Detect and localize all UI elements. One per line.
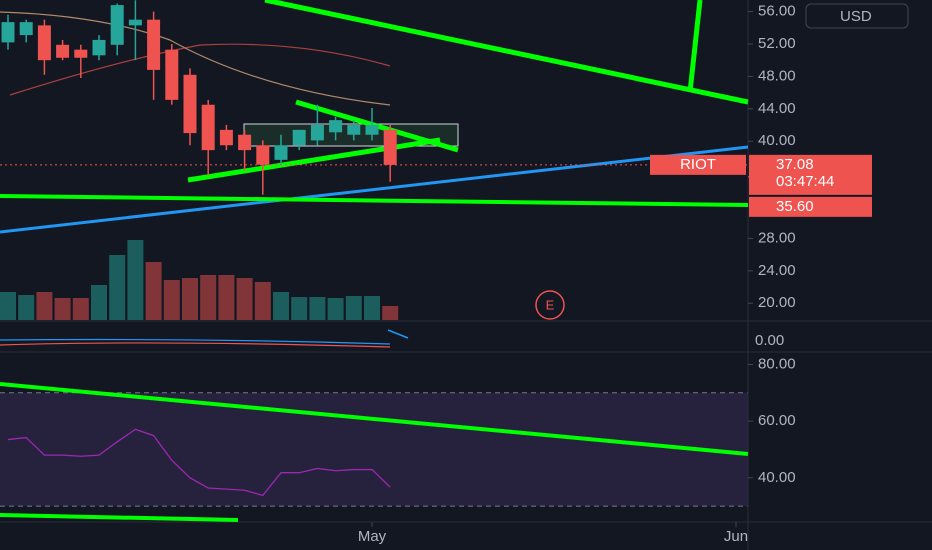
candle-body — [56, 44, 70, 58]
y-tick-label: 24.00 — [758, 262, 796, 279]
volume-bar — [0, 292, 16, 320]
oscillator-line — [0, 342, 391, 348]
earnings-label: E — [546, 297, 555, 312]
level-tag — [749, 196, 872, 217]
volume-bar — [273, 292, 289, 320]
moving-average — [9, 43, 391, 96]
volume-bar — [254, 282, 271, 320]
volume-bar — [145, 262, 162, 320]
y-tick-label: 44.00 — [758, 100, 796, 117]
candle-body — [329, 120, 343, 133]
candle-body — [274, 145, 288, 160]
trendline — [0, 382, 749, 456]
trendline — [0, 194, 749, 207]
rsi-band — [0, 392, 748, 507]
candle-body — [1, 22, 15, 43]
y-tick-label: 40.00 — [758, 132, 796, 149]
symbol-label: RIOT — [680, 156, 716, 173]
trendline — [264, 0, 749, 105]
volume-bar — [18, 295, 35, 320]
candle-body — [219, 129, 233, 146]
countdown-label: 03:47:44 — [776, 173, 834, 190]
x-tick-label: Jun — [724, 528, 748, 545]
trendline — [187, 137, 441, 183]
candle-body — [183, 74, 197, 134]
level-label: 35.60 — [776, 198, 814, 215]
y-tick-label: 56.00 — [758, 3, 796, 20]
volume-bar — [36, 292, 53, 320]
trendline — [0, 513, 239, 522]
moving-average — [0, 11, 391, 106]
volume-bar — [218, 275, 235, 320]
volume-bar — [236, 278, 253, 320]
trendline — [0, 145, 749, 234]
volume-bar — [291, 297, 308, 320]
rsi-band-area — [0, 392, 748, 507]
candle-body — [128, 19, 142, 26]
currency-label: USD — [840, 8, 872, 25]
volume-bar — [91, 285, 107, 320]
candle-body — [310, 125, 324, 141]
candle-body — [292, 129, 306, 146]
volume-bar — [364, 296, 380, 320]
volume-bar — [309, 297, 326, 320]
price-tag — [749, 154, 872, 195]
y-tick-label: 52.00 — [758, 35, 796, 52]
y-tick-label: 28.00 — [758, 229, 796, 246]
candle-body — [92, 39, 106, 56]
candle-body — [365, 125, 379, 135]
volume-bar — [163, 280, 180, 320]
symbol-tag — [650, 154, 746, 175]
candle-body — [19, 22, 33, 36]
volume-bar — [72, 298, 89, 320]
candle-body — [383, 129, 397, 165]
y-tick-label: 20.00 — [758, 294, 796, 311]
y-tick-label: 80.00 — [758, 355, 796, 372]
last-price-label: 37.08 — [776, 156, 814, 173]
candle-body — [147, 19, 161, 70]
y-tick-label: 48.00 — [758, 67, 796, 84]
x-tick-label: May — [358, 528, 387, 545]
volume-bar — [127, 240, 144, 320]
y-tick-label: 40.00 — [758, 469, 796, 486]
y-tick-label: 60.00 — [758, 412, 796, 429]
candle-body — [37, 25, 51, 61]
volume-bar — [109, 255, 126, 320]
volume-bar — [200, 275, 217, 320]
candle-body — [256, 145, 270, 165]
trendline — [687, 0, 703, 93]
volume-bar — [382, 306, 399, 320]
candle-body — [238, 134, 252, 151]
volume-bar — [327, 298, 344, 320]
candle-body — [74, 49, 88, 58]
candle-body — [201, 104, 215, 151]
volume-bar — [345, 296, 362, 320]
candle-body — [110, 5, 124, 45]
rsi-line — [7, 428, 391, 497]
earnings-marker[interactable] — [535, 290, 565, 320]
oscillator-line — [0, 338, 391, 345]
candle-body — [165, 49, 179, 100]
oscillator-line — [387, 329, 409, 339]
y-tick-label: 0.00 — [755, 332, 784, 349]
volume-bar — [54, 298, 71, 320]
currency-box[interactable] — [805, 3, 909, 29]
volume-bar — [182, 278, 198, 320]
candle-body — [347, 125, 361, 135]
